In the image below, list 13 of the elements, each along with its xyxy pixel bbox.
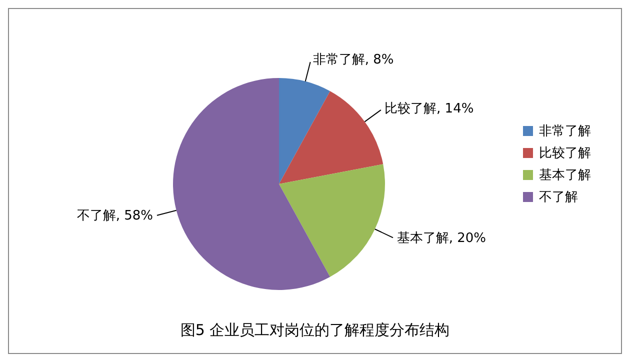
data-label: 非常了解, 8% — [312, 52, 394, 68]
legend-label: 比较了解 — [539, 145, 591, 162]
pie-slice — [279, 78, 330, 184]
pie-slice — [279, 164, 385, 277]
data-label: 不了解, 58% — [76, 208, 154, 224]
legend-label: 不了解 — [539, 189, 578, 206]
legend-label: 非常了解 — [539, 123, 591, 140]
legend-label: 基本了解 — [539, 167, 591, 184]
data-label: 比较了解, 14% — [384, 101, 474, 116]
data-label: 基本了解, 20% — [396, 231, 486, 246]
pie-slice — [279, 91, 384, 184]
text: 图5 企业员工对岗位的了解程度分布结构 — [179, 321, 451, 340]
pie-slice — [173, 78, 330, 290]
